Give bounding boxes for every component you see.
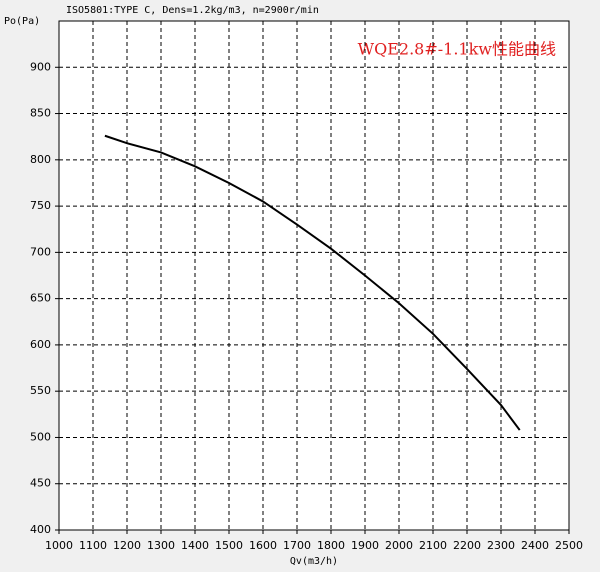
y-tick-label: 750 <box>30 199 51 212</box>
x-tick-label: 1200 <box>113 539 141 552</box>
x-tick-label: 2200 <box>453 539 481 552</box>
y-axis-label: Po(Pa) <box>4 16 40 27</box>
chart-title: ISO5801:TYPE C, Dens=1.2kg/m3, n=2900r/m… <box>66 5 319 16</box>
plot-area <box>58 20 570 531</box>
y-tick-label: 500 <box>30 430 51 443</box>
x-tick-label: 1600 <box>249 539 277 552</box>
x-tick-label: 1900 <box>351 539 379 552</box>
x-tick-label: 1100 <box>79 539 107 552</box>
curve <box>104 134 521 431</box>
x-tick-label: 2100 <box>419 539 447 552</box>
y-tick-label: 850 <box>30 107 51 120</box>
y-tick-label: 700 <box>30 245 51 258</box>
x-tick-label: 1800 <box>317 539 345 552</box>
y-tick-label: 900 <box>30 60 51 73</box>
x-tick-label: 1300 <box>147 539 175 552</box>
x-tick-label: 1500 <box>215 539 243 552</box>
x-tick-label: 2500 <box>555 539 583 552</box>
x-tick-label: 1400 <box>181 539 209 552</box>
x-tick-label: 2000 <box>385 539 413 552</box>
y-tick-label: 450 <box>30 477 51 490</box>
x-tick-label: 2400 <box>521 539 549 552</box>
y-tick-label: 550 <box>30 384 51 397</box>
y-tick-label: 400 <box>30 523 51 536</box>
y-tick-label: 650 <box>30 292 51 305</box>
x-axis-label: Qv(m3/h) <box>290 556 338 567</box>
y-tick-label: 600 <box>30 338 51 351</box>
annotation: WQE2.8#-1.1kw性能曲线 <box>358 40 556 59</box>
x-tick-label: 1700 <box>283 539 311 552</box>
y-tick-label: 800 <box>30 153 51 166</box>
x-tick-label: 1000 <box>45 539 73 552</box>
x-tick-label: 2300 <box>487 539 515 552</box>
